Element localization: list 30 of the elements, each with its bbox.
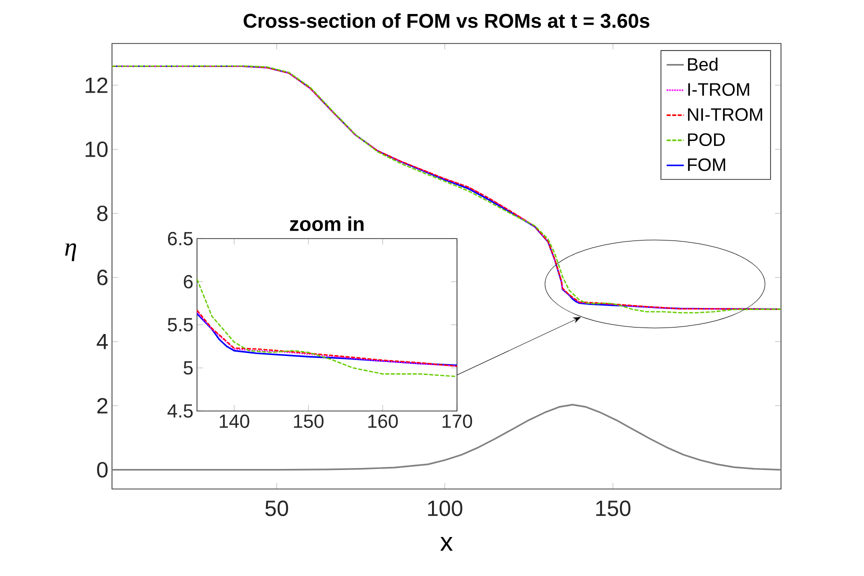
x-tick-label: 150 xyxy=(596,500,630,516)
y-tick-label: 5 xyxy=(184,361,193,375)
y-tick-label: 6.5 xyxy=(168,232,193,246)
x-tick-label: 140 xyxy=(220,414,250,428)
x-tick-label: 150 xyxy=(294,414,324,428)
y-tick-label: 10 xyxy=(86,141,108,158)
y-tick-label: 5.5 xyxy=(168,318,193,332)
y-tick-label: 6 xyxy=(97,270,108,286)
y-tick-label: 4 xyxy=(96,334,108,350)
y-tick-label: 12 xyxy=(86,77,108,93)
y-axis-title: η xyxy=(65,243,76,262)
x-tick-label: 100 xyxy=(428,500,462,516)
x-tick-label: 170 xyxy=(442,414,472,428)
legend-label: Bed xyxy=(688,58,718,71)
line-series xyxy=(197,278,457,378)
legend-label: I-TROM xyxy=(688,83,750,96)
chart-title: Cross-section of FOM vs ROMs at t = 3.60s xyxy=(244,13,650,28)
y-tick-label: 8 xyxy=(97,206,108,222)
y-tick-label: 0 xyxy=(97,462,108,478)
y-tick-label: 4.5 xyxy=(167,404,193,418)
legend-label: NI-TROM xyxy=(688,108,762,121)
x-tick-label: 50 xyxy=(265,500,288,516)
y-tick-label: 6 xyxy=(184,274,193,288)
legend-label: POD xyxy=(688,133,725,146)
y-tick-label: 2 xyxy=(97,398,108,414)
legend-label: FOM xyxy=(688,158,726,172)
x-axis-title: x xyxy=(440,536,453,551)
x-tick-label: 160 xyxy=(368,414,398,428)
chart-title: zoom in xyxy=(290,216,364,232)
line-series xyxy=(112,404,782,471)
